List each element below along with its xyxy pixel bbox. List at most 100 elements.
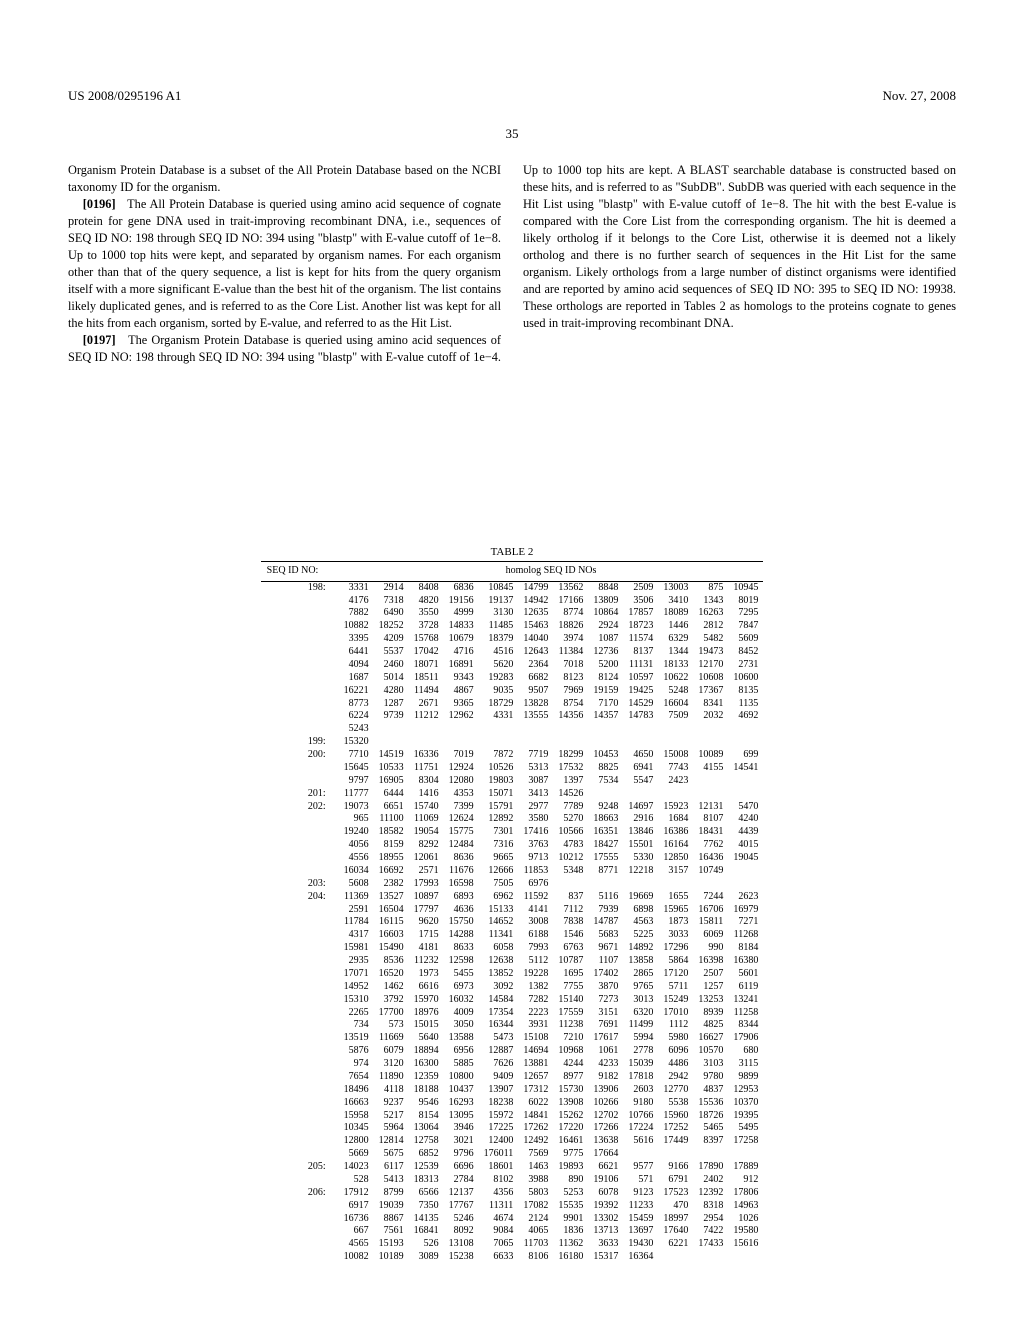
value-cell <box>693 736 728 749</box>
value-cell: 12850 <box>658 852 693 865</box>
seqid-cell <box>261 1058 339 1071</box>
seqid-cell <box>261 1251 339 1264</box>
value-cell: 3395 <box>339 633 374 646</box>
value-cell: 5348 <box>553 865 588 878</box>
value-cell: 11669 <box>374 1032 409 1045</box>
value-cell: 3008 <box>518 916 553 929</box>
value-cell: 11311 <box>479 1200 519 1213</box>
value-cell: 14356 <box>553 710 588 723</box>
value-cell: 16598 <box>444 878 479 891</box>
value-cell: 10266 <box>588 1097 623 1110</box>
value-cell: 19045 <box>728 852 763 865</box>
value-cell: 9237 <box>374 1097 409 1110</box>
value-cell: 8633 <box>444 942 479 955</box>
value-cell: 10882 <box>339 620 374 633</box>
value-cell: 18826 <box>553 620 588 633</box>
value-cell: 5864 <box>658 955 693 968</box>
value-cell: 17402 <box>588 968 623 981</box>
value-cell: 11233 <box>623 1200 658 1213</box>
value-cell: 9180 <box>623 1097 658 1110</box>
value-cell: 7762 <box>693 839 728 852</box>
value-cell: 5330 <box>623 852 658 865</box>
value-cell: 1462 <box>374 981 409 994</box>
value-cell: 10968 <box>553 1045 588 1058</box>
value-cell: 4118 <box>374 1084 409 1097</box>
value-cell: 8977 <box>553 1071 588 1084</box>
value-cell: 4181 <box>409 942 444 955</box>
value-cell: 4317 <box>339 929 374 942</box>
value-cell: 7710 <box>339 749 374 762</box>
seqid-cell: 199: <box>261 736 339 749</box>
value-cell: 2364 <box>518 659 553 672</box>
value-cell: 13241 <box>728 994 763 1007</box>
value-cell: 17416 <box>518 826 553 839</box>
value-cell: 17664 <box>588 1148 623 1161</box>
value-cell: 890 <box>553 1174 588 1187</box>
value-cell: 16034 <box>339 865 374 878</box>
value-cell: 13846 <box>623 826 658 839</box>
value-cell: 1135 <box>728 697 763 710</box>
value-cell: 8124 <box>588 672 623 685</box>
value-cell: 11485 <box>479 620 519 633</box>
value-cell: 5200 <box>588 659 623 672</box>
value-cell: 1061 <box>588 1045 623 1058</box>
table-row: 206:179128799656612137435658035253607891… <box>261 1187 764 1200</box>
value-cell: 8304 <box>409 775 444 788</box>
value-cell: 4009 <box>444 1006 479 1019</box>
value-cell: 7755 <box>553 981 588 994</box>
value-cell: 12359 <box>409 1071 444 1084</box>
value-cell: 14963 <box>728 1200 763 1213</box>
value-cell: 11890 <box>374 1071 409 1084</box>
table-body: 198:333129148408683610845147991356288482… <box>261 581 764 1264</box>
paragraph-text: Organism Protein Database is a subset of… <box>68 163 501 194</box>
value-cell: 5495 <box>728 1122 763 1135</box>
value-cell <box>444 736 479 749</box>
table-row: 7345731501530501634439311123876911149911… <box>261 1019 764 1032</box>
value-cell <box>623 736 658 749</box>
value-cell: 5711 <box>658 981 693 994</box>
value-cell: 3763 <box>518 839 553 852</box>
value-cell <box>728 1148 763 1161</box>
value-cell: 5669 <box>339 1148 374 1161</box>
table-row: 1595852178154130951597214841152621270210… <box>261 1109 764 1122</box>
value-cell: 6682 <box>518 672 553 685</box>
value-cell: 11574 <box>623 633 658 646</box>
value-cell: 17312 <box>518 1084 553 1097</box>
table-row: 1603416692257111676126661185353488771122… <box>261 865 764 878</box>
value-cell: 11676 <box>444 865 479 878</box>
value-cell: 13881 <box>518 1058 553 1071</box>
value-cell: 4141 <box>518 903 553 916</box>
value-cell: 6917 <box>339 1200 374 1213</box>
value-cell: 15960 <box>658 1109 693 1122</box>
value-cell: 12392 <box>693 1187 728 1200</box>
table-head-homolog: homolog SEQ ID NOs <box>339 562 764 582</box>
value-cell <box>728 775 763 788</box>
value-cell: 19893 <box>553 1161 588 1174</box>
value-cell: 19473 <box>693 646 728 659</box>
page-number: 35 <box>0 126 1024 142</box>
value-cell: 12598 <box>444 955 479 968</box>
table-row: 2591165041779746361513341417112793968981… <box>261 903 764 916</box>
paragraph-text: The All Protein Database is queried usin… <box>68 197 501 330</box>
value-cell: 5640 <box>409 1032 444 1045</box>
value-cell: 11592 <box>518 891 553 904</box>
value-cell: 5470 <box>728 800 763 813</box>
value-cell: 15750 <box>444 916 479 929</box>
value-cell <box>623 788 658 801</box>
value-cell: 15536 <box>693 1097 728 1110</box>
value-cell: 5253 <box>553 1187 588 1200</box>
value-cell: 16263 <box>693 607 728 620</box>
table-row: 6441553717042471645161264311384127368137… <box>261 646 764 659</box>
value-cell: 8137 <box>623 646 658 659</box>
value-cell: 12400 <box>479 1135 519 1148</box>
value-cell: 2865 <box>623 968 658 981</box>
table-row: 4094246018071168915620236470185200111311… <box>261 659 764 672</box>
value-cell: 7789 <box>553 800 588 813</box>
value-cell: 2812 <box>693 620 728 633</box>
value-cell: 15501 <box>623 839 658 852</box>
value-cell: 571 <box>623 1174 658 1187</box>
value-cell: 699 <box>728 749 763 762</box>
value-cell: 16436 <box>693 852 728 865</box>
value-cell <box>588 878 623 891</box>
value-cell <box>658 1148 693 1161</box>
